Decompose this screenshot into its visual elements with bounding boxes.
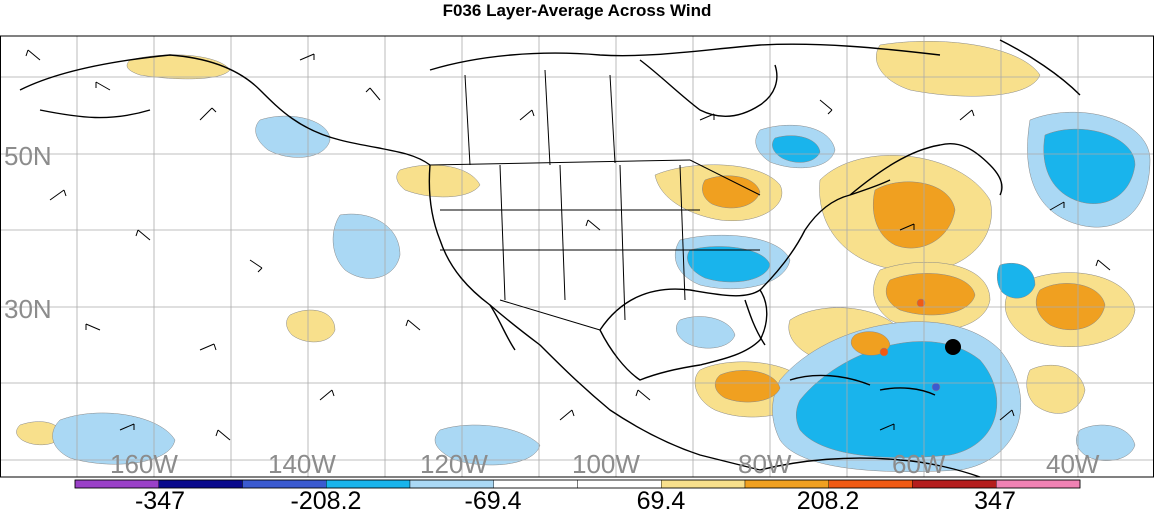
coastline-arctic [429,43,941,71]
darkblue-spot-caribbean [931,382,941,392]
yellow-area-pacific-south [16,421,63,446]
orange-area-atlantic-mid [885,273,976,316]
yellow-area-west [396,164,481,198]
coastline-baja [489,304,516,351]
coastlines [19,39,1081,478]
orange-area-great-lakes [702,175,761,209]
blue-area-caribbean [796,341,998,458]
coastline-hispaniola [879,387,936,396]
longitude-label-140w: 140W [268,449,336,479]
colorbar-label-0: -347 [135,487,185,511]
blue-area-us-east [687,246,771,283]
coastline-us-east [759,179,891,291]
blue-area-canada-east [772,135,821,163]
coastline-north-america-west [428,164,761,471]
coastline-florida [744,299,766,346]
colorbar-frame [74,479,1081,489]
colorbar [74,479,1081,489]
wind-barbs [25,49,1111,441]
orange-area-gulf [850,331,891,356]
coastline-gulf-mexico [599,288,768,381]
colorbar-label-4: 208.2 [797,487,860,511]
coastline-hudson-bay [639,59,778,118]
blue-area-atlantic-mid [997,262,1036,299]
coastline-south-america [759,457,981,478]
colorbar-label-2: -69.4 [465,487,522,511]
coastline-aleutians [39,109,151,119]
chart-title: F036 Layer-Average Across Wind [442,1,712,20]
colorbar-label-3: 69.4 [637,487,686,511]
lightblue-area-pacific-north [255,115,331,158]
blue-area-east-atlantic [1043,128,1136,204]
yellow-area-east-south [1026,364,1086,414]
shaded-field [16,41,1151,472]
longitude-label-60w: 60W [892,449,946,479]
political-boundaries [429,69,761,331]
graticule [0,36,1154,477]
coastline-alaska [19,54,431,166]
red-spot-gulf [879,347,889,357]
coastline-cuba [789,374,871,386]
longitude-label-80w: 80W [738,449,792,479]
colorbar-label-1: -208.2 [291,487,362,511]
longitude-label-120w: 120W [420,449,488,479]
latitude-label-30n: 30N [4,294,52,324]
latitude-label-50n: 50N [4,141,52,171]
coastline-canada-east [849,143,1003,196]
yellow-area-pacific [286,309,336,343]
colorbar-label-5: 347 [974,487,1016,511]
orange-area-caribbean [714,370,781,403]
lightblue-area-gulf-mexico [434,424,541,466]
longitude-label-40w: 40W [1046,449,1100,479]
lightblue-area-bottom-left [52,412,176,465]
longitude-label-160w: 160W [110,449,178,479]
longitude-label-100w: 100W [572,449,640,479]
coastline-greenland [999,39,1081,96]
hurricane-center-marker [945,339,961,355]
lightblue-area-southeast [1076,424,1136,461]
orange-area-atlantic-ne [872,181,956,249]
lightblue-area-southwest [676,316,736,349]
